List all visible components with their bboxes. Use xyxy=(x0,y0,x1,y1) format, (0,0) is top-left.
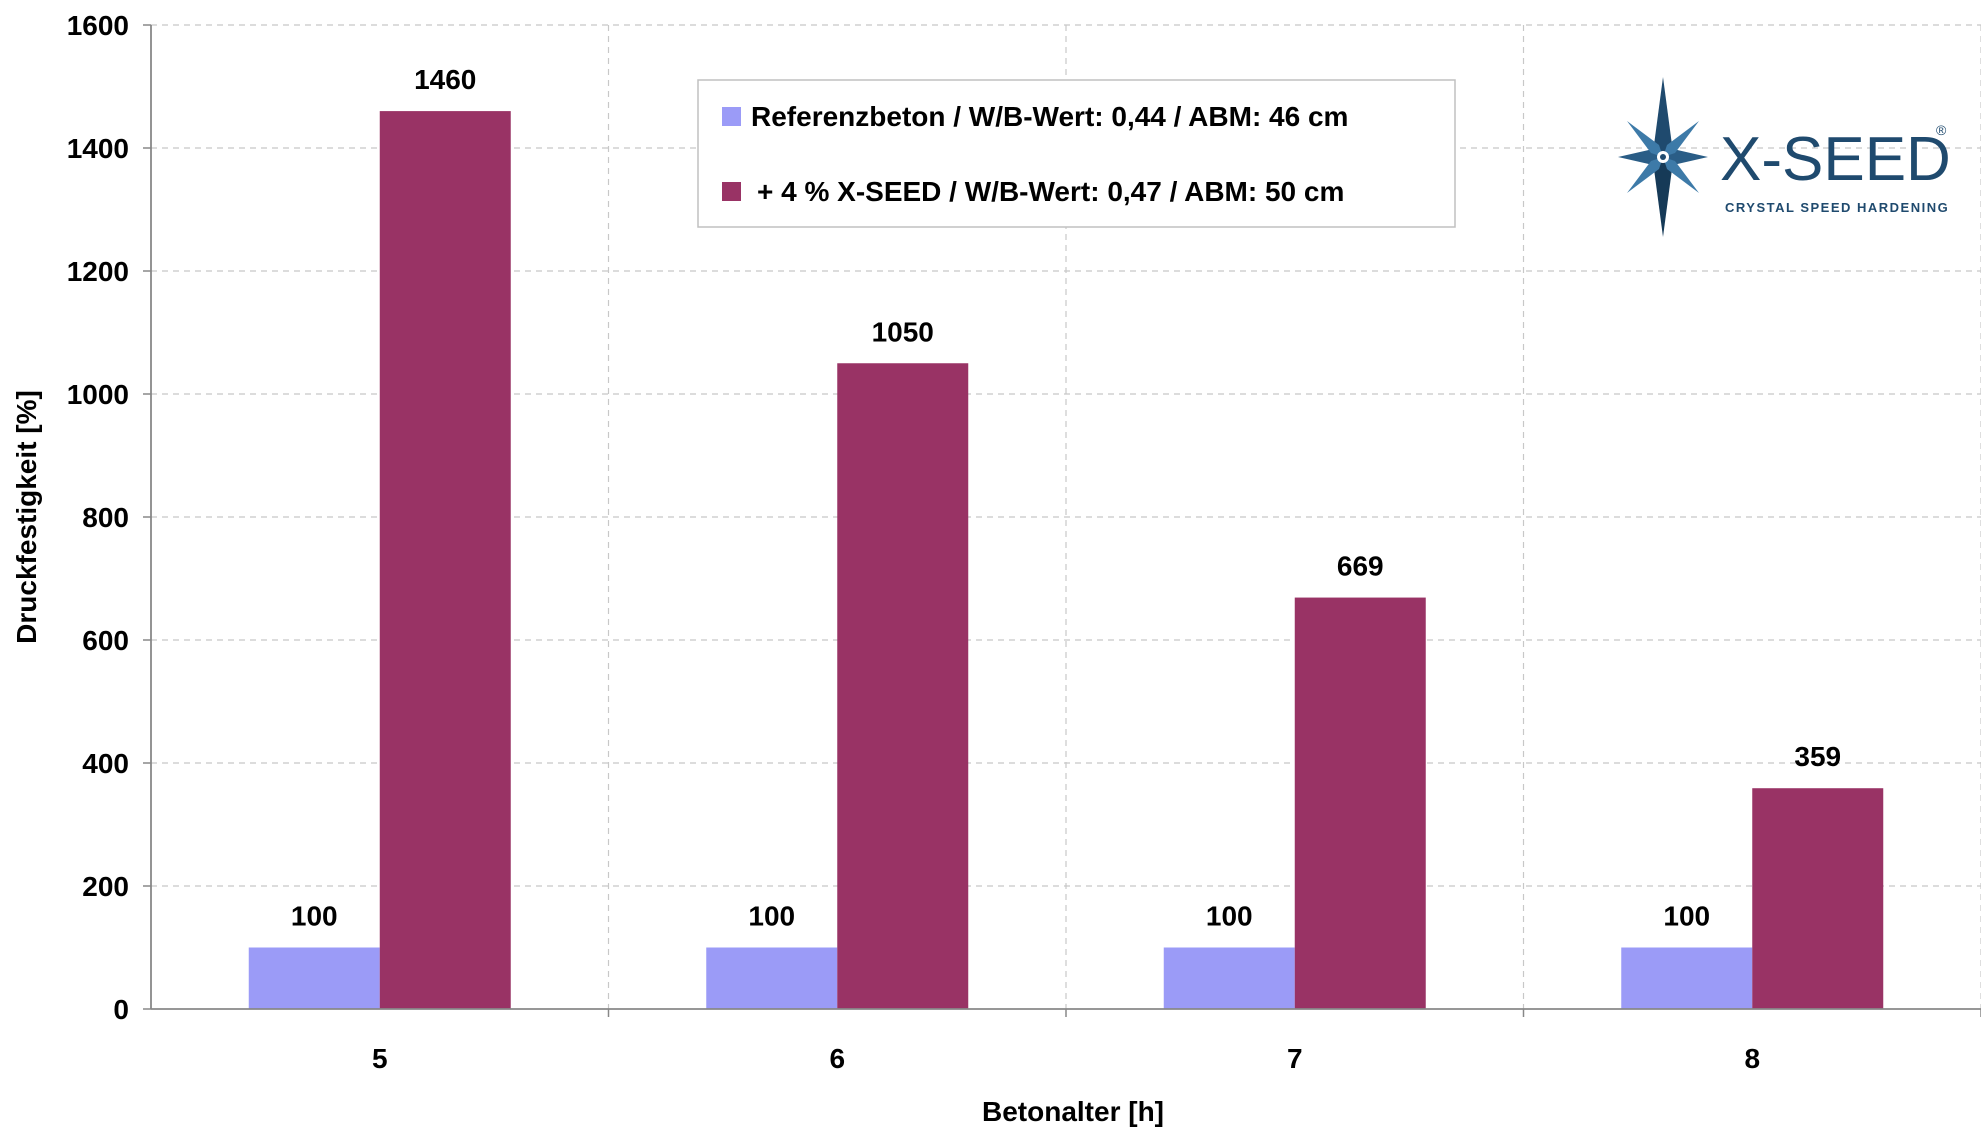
x-tick-label: 5 xyxy=(372,1043,388,1074)
star-crystal-icon xyxy=(1618,77,1708,237)
legend-label-x-seed: + 4 % X-SEED / W/B-Wert: 0,47 / ABM: 50 … xyxy=(757,176,1344,207)
logo-wordmark: X-SEED xyxy=(1720,125,1951,194)
data-label: 669 xyxy=(1337,551,1384,582)
data-label: 359 xyxy=(1794,741,1841,772)
x-tick-label: 7 xyxy=(1287,1043,1303,1074)
data-labels: 100 1460 100 1050 100 669 100 359 xyxy=(291,64,1841,931)
legend-swatch-referenzbeton xyxy=(722,107,741,126)
axes: 0 200 400 600 800 1000 1200 1400 1600 5 6 7 8 xyxy=(67,10,1981,1074)
legend-label-referenzbeton: Referenzbeton / W/B-Wert: 0,44 / ABM: 46… xyxy=(751,101,1348,132)
y-tick-label: 1600 xyxy=(67,10,129,41)
legend: Referenzbeton / W/B-Wert: 0,44 / ABM: 46… xyxy=(697,79,1456,228)
y-axis-label: Druckfestigkeit [%] xyxy=(11,390,42,644)
bar-series-2-7 xyxy=(1294,597,1426,1009)
data-label: 1460 xyxy=(414,64,476,95)
bars xyxy=(248,111,1884,1010)
logo-registered-mark: ® xyxy=(1936,122,1947,138)
x-axis-label: Betonalter [h] xyxy=(982,1096,1164,1127)
x-tick-label: 8 xyxy=(1744,1043,1760,1074)
logo-tagline: CRYSTAL SPEED HARDENING xyxy=(1725,200,1949,215)
bar-series-1-8 xyxy=(1621,947,1753,1009)
y-tick-label: 600 xyxy=(82,625,129,656)
y-tick-label: 1400 xyxy=(67,133,129,164)
data-label: 100 xyxy=(1206,901,1253,932)
bar-series-1-5 xyxy=(248,947,380,1009)
x-tick-label: 6 xyxy=(829,1043,845,1074)
bar-series-2-8 xyxy=(1752,788,1884,1009)
bar-series-1-7 xyxy=(1163,947,1295,1009)
data-label: 100 xyxy=(748,901,795,932)
y-tick-label: 400 xyxy=(82,748,129,779)
bar-series-1-6 xyxy=(706,947,838,1009)
legend-box xyxy=(697,79,1456,228)
bar-series-2-5 xyxy=(379,111,511,1010)
x-seed-logo: X-SEED ® CRYSTAL SPEED HARDENING xyxy=(1618,77,1951,237)
y-tick-label: 0 xyxy=(113,994,129,1025)
data-label: 1050 xyxy=(872,316,934,347)
y-tick-label: 200 xyxy=(82,871,129,902)
y-tick-label: 1000 xyxy=(67,379,129,410)
y-tick-label: 1200 xyxy=(67,256,129,287)
y-tick-label: 800 xyxy=(82,502,129,533)
data-label: 100 xyxy=(291,901,338,932)
bar-series-2-6 xyxy=(837,363,969,1009)
data-label: 100 xyxy=(1663,901,1710,932)
legend-swatch-x-seed xyxy=(722,182,741,201)
